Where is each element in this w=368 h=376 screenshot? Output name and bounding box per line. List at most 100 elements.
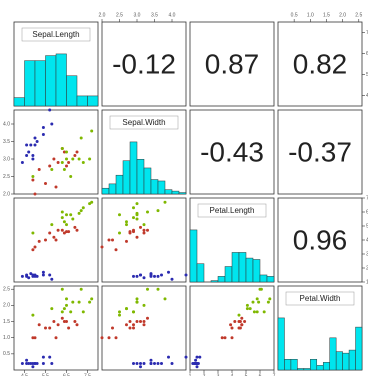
hist-bar: [210, 280, 219, 283]
point: [31, 336, 35, 340]
x-tick-label: 1.0: [307, 12, 314, 18]
panel: [277, 109, 363, 195]
point: [48, 231, 52, 235]
y-tick-label: 5.5: [366, 72, 368, 78]
point: [132, 216, 135, 220]
point: [48, 355, 52, 359]
point: [248, 307, 252, 311]
point: [132, 362, 135, 366]
hist-bar: [196, 263, 205, 283]
hist-bar: [348, 349, 356, 371]
correlation: -0.43: [200, 136, 264, 167]
point: [75, 323, 79, 327]
y-tick-label: 4: [366, 237, 368, 243]
point: [33, 336, 37, 340]
x-tick-label: 2.5: [355, 12, 362, 18]
hist-bar: [252, 259, 261, 283]
panel: [101, 21, 187, 107]
point: [118, 213, 121, 217]
y-tick-label: 3: [366, 251, 368, 257]
point: [25, 143, 29, 147]
point: [65, 213, 68, 217]
point: [88, 300, 92, 304]
correlation: -0.37: [288, 136, 352, 167]
point: [149, 358, 153, 362]
point: [233, 320, 237, 324]
point: [29, 362, 33, 366]
point: [54, 185, 58, 189]
point: [48, 326, 52, 330]
y-tick-label: 3.5: [3, 139, 10, 145]
point: [142, 362, 146, 366]
point: [114, 248, 118, 252]
point: [135, 202, 139, 206]
hist-bar: [171, 190, 180, 195]
point: [33, 136, 37, 140]
point: [31, 231, 35, 235]
point: [125, 239, 128, 243]
point: [33, 192, 37, 196]
point: [100, 336, 104, 340]
point: [41, 273, 45, 277]
correlation: 0.96: [293, 224, 348, 255]
point: [31, 313, 35, 317]
point: [60, 310, 64, 314]
point: [50, 307, 54, 311]
point: [146, 210, 149, 214]
hist-bar: [266, 276, 275, 283]
point: [238, 320, 242, 324]
label-box: [285, 291, 355, 306]
point: [125, 307, 128, 311]
x-tick-label: 3: [217, 373, 220, 376]
point: [142, 231, 146, 235]
point: [62, 307, 66, 311]
point: [230, 326, 234, 330]
point: [44, 326, 47, 330]
point: [128, 326, 132, 330]
point: [41, 133, 45, 136]
point: [81, 310, 85, 314]
point: [31, 362, 35, 366]
label-box: [109, 115, 179, 130]
correlation: 0.87: [205, 48, 260, 79]
point: [135, 213, 139, 217]
point: [52, 235, 56, 239]
point: [62, 150, 66, 154]
point: [56, 228, 60, 232]
point: [167, 355, 170, 359]
point: [31, 248, 35, 252]
point: [60, 161, 64, 164]
point: [79, 287, 83, 291]
y-tick-label: 2: [366, 265, 368, 271]
point: [67, 161, 71, 164]
point: [153, 362, 156, 366]
y-tick-label: 5: [366, 223, 368, 229]
point: [52, 157, 56, 161]
point: [118, 313, 121, 317]
point: [266, 300, 270, 304]
point: [268, 297, 272, 301]
point: [132, 323, 135, 327]
y-tick-label: 1.5: [3, 319, 10, 325]
point: [135, 297, 139, 301]
x-tick-label: 7: [273, 373, 276, 376]
hist-bar: [13, 97, 25, 107]
variable-name: Petal.Length: [210, 206, 255, 215]
panel: [13, 109, 99, 195]
point: [167, 270, 170, 274]
x-tick-label: 3.5: [151, 12, 158, 18]
point: [142, 320, 146, 324]
point: [184, 273, 188, 277]
hist-bar: [217, 276, 226, 283]
correlation: -0.12: [112, 48, 176, 79]
point: [65, 230, 68, 234]
x-tick-label: 3.0: [134, 12, 141, 18]
x-tick-label: 2: [203, 373, 206, 376]
point: [90, 297, 94, 301]
hist-bar: [290, 359, 298, 371]
point: [50, 277, 54, 281]
point: [77, 157, 81, 161]
point: [79, 136, 83, 140]
point: [252, 310, 256, 314]
point: [139, 320, 142, 324]
